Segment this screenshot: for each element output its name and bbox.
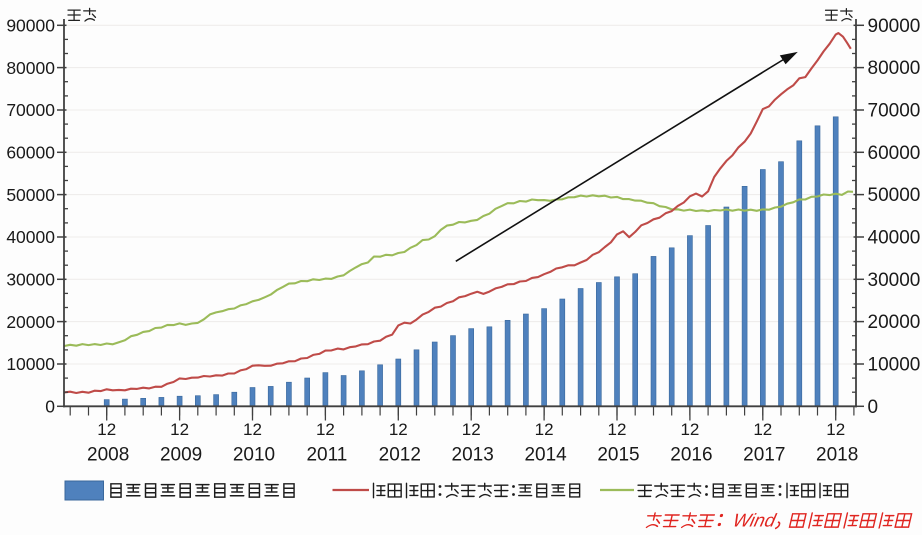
svg-text:2018: 2018 [816, 445, 858, 466]
svg-text:80000: 80000 [6, 58, 55, 78]
svg-text:12: 12 [753, 420, 772, 439]
svg-text:12: 12 [170, 420, 189, 439]
svg-text:2009: 2009 [160, 445, 202, 466]
svg-text:90000: 90000 [6, 16, 55, 36]
svg-text:2015: 2015 [597, 445, 639, 466]
svg-text:80000: 80000 [868, 58, 921, 79]
svg-text:12: 12 [535, 420, 554, 439]
svg-text:2012: 2012 [379, 445, 421, 466]
svg-text:12: 12 [316, 420, 335, 439]
svg-text:10000: 10000 [868, 355, 921, 376]
svg-text:70000: 70000 [6, 100, 55, 120]
svg-text:90000: 90000 [868, 16, 921, 37]
svg-text:30000: 30000 [868, 270, 921, 291]
svg-text:2010: 2010 [233, 445, 275, 466]
svg-text:10000: 10000 [6, 354, 55, 374]
svg-text:60000: 60000 [868, 143, 921, 164]
svg-text:12: 12 [680, 420, 699, 439]
svg-text:2008: 2008 [87, 445, 129, 466]
svg-text:0: 0 [45, 397, 55, 417]
svg-text:12: 12 [97, 420, 116, 439]
svg-text:50000: 50000 [6, 185, 55, 205]
svg-text:70000: 70000 [868, 101, 921, 122]
svg-text:12: 12 [826, 420, 845, 439]
svg-text:50000: 50000 [868, 185, 921, 206]
svg-text:20000: 20000 [868, 312, 921, 333]
svg-text:40000: 40000 [868, 228, 921, 249]
svg-text:30000: 30000 [6, 270, 55, 290]
svg-text:2011: 2011 [306, 445, 347, 466]
svg-text:20000: 20000 [6, 312, 55, 332]
svg-text:2017: 2017 [743, 445, 785, 466]
svg-text:60000: 60000 [6, 143, 55, 163]
svg-text:40000: 40000 [6, 227, 55, 247]
svg-text:12: 12 [608, 420, 627, 439]
svg-text:2016: 2016 [670, 445, 712, 466]
svg-text:12: 12 [389, 420, 408, 439]
svg-text:12: 12 [243, 420, 262, 439]
svg-text:12: 12 [462, 420, 481, 439]
svg-text:2013: 2013 [452, 445, 494, 466]
svg-text:Wind: Wind [731, 510, 778, 531]
svg-text:0: 0 [868, 397, 879, 418]
svg-text:2014: 2014 [524, 445, 567, 466]
